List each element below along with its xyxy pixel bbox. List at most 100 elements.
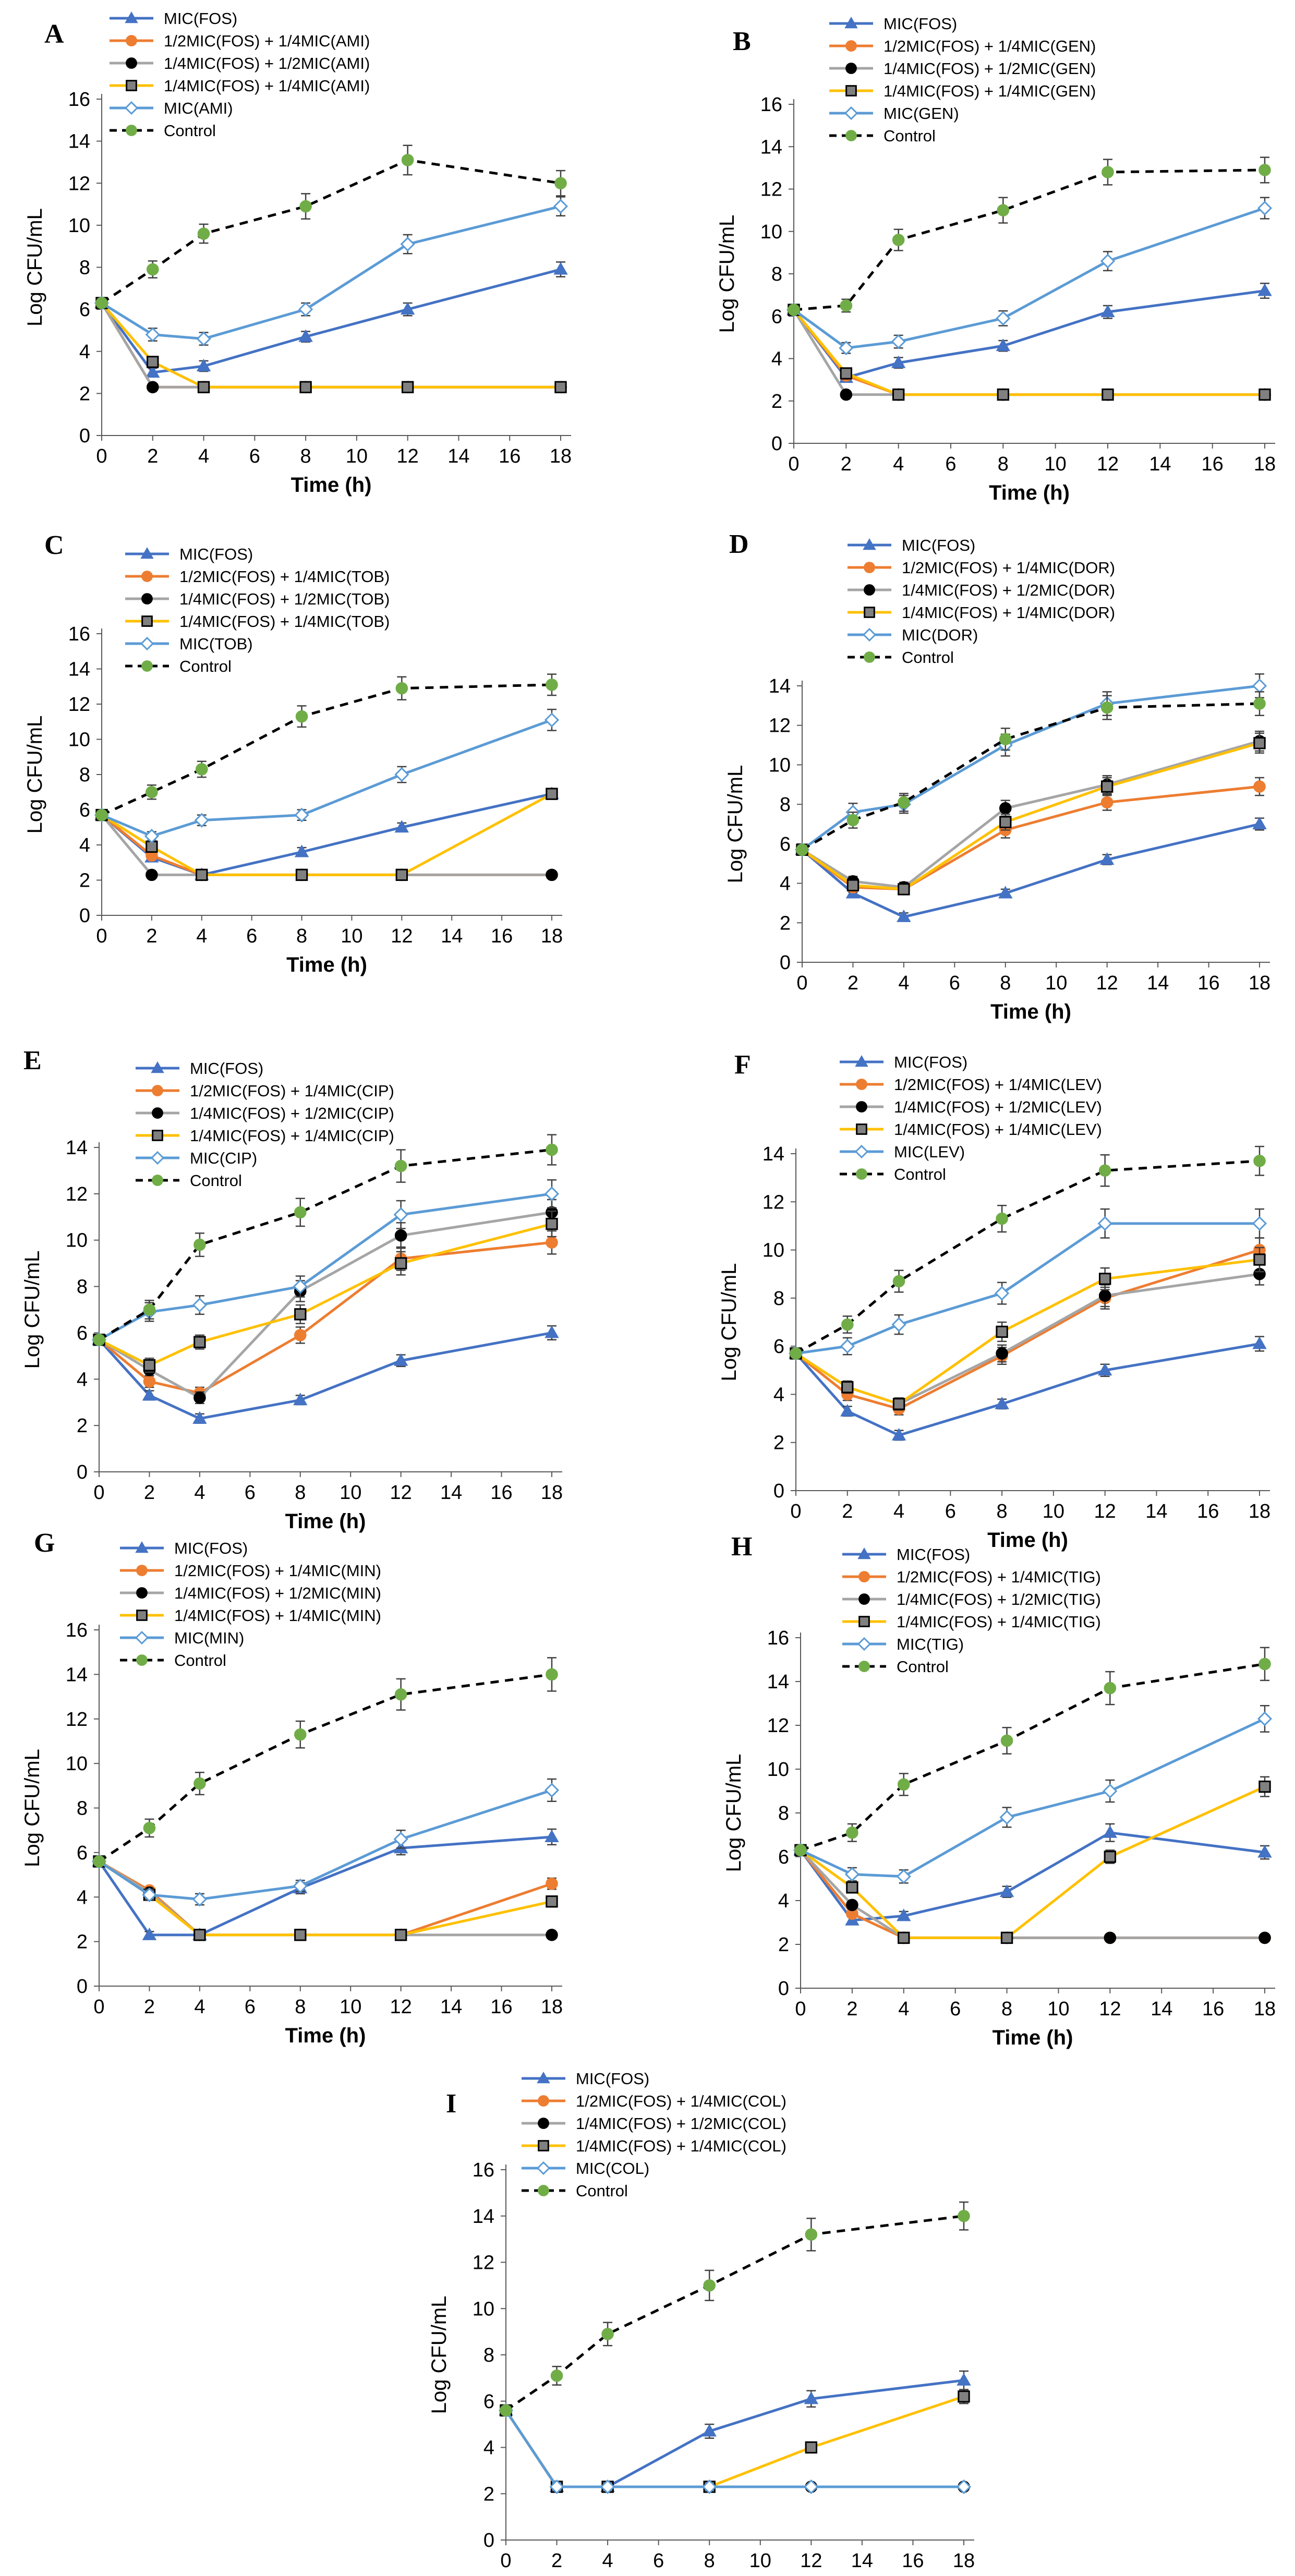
series-quarter-half — [794, 1844, 1271, 1944]
x-tick-label: 12 — [1097, 453, 1119, 475]
legend-label: Control — [897, 1658, 949, 1676]
data-point — [891, 1317, 906, 1332]
data-point — [294, 807, 309, 823]
x-tick-label: 16 — [1197, 1501, 1219, 1522]
legend-label: 1/2MIC(FOS) + 1/4MIC(TIG) — [897, 1568, 1101, 1586]
data-point — [840, 299, 853, 312]
legend-swatch-marker — [140, 547, 154, 559]
data-point — [702, 2479, 717, 2495]
data-point — [544, 1829, 559, 1842]
y-tick-label: 10 — [769, 754, 791, 776]
y-tick-label: 6 — [778, 1846, 789, 1868]
y-tick-label: 6 — [483, 2391, 494, 2413]
legend-swatch-marker — [125, 11, 138, 23]
y-tick-label: 6 — [79, 800, 90, 821]
panel-letter: E — [23, 1046, 42, 1075]
y-tick-label: 14 — [767, 1671, 789, 1693]
data-point — [1103, 1783, 1118, 1799]
y-tick-label: 16 — [68, 623, 90, 645]
y-tick-label: 0 — [77, 1461, 88, 1483]
series-line — [504, 2410, 964, 2488]
y-tick-label: 4 — [77, 1886, 88, 1908]
data-point — [1253, 737, 1266, 749]
series-quarter-quarter — [788, 304, 1271, 401]
data-point — [1102, 166, 1114, 178]
x-tick-label: 6 — [245, 1482, 256, 1504]
data-point — [400, 302, 415, 315]
legend-label: Control — [894, 1165, 946, 1183]
data-point — [554, 381, 567, 393]
series-single — [793, 1704, 1273, 1884]
data-point — [197, 227, 210, 240]
chart-panel-e: E 0 2 4 6 8 10 12 14 16 18 0 2 4 6 8 10 12 14 Time (h) Log C… — [21, 1046, 563, 1533]
y-tick-label: 0 — [778, 1978, 789, 2000]
data-point — [549, 2479, 564, 2495]
data-point — [999, 802, 1012, 815]
chart-panel-b: B 0 2 4 6 8 10 12 14 16 18 0 2 4 6 8 10 12 14 16 Time (h) Log… — [716, 15, 1276, 504]
x-tick-label: 6 — [249, 445, 260, 467]
data-point — [401, 154, 414, 166]
y-tick-label: 10 — [767, 1759, 789, 1781]
y-tick-label: 12 — [763, 1191, 784, 1213]
data-point — [550, 2369, 563, 2382]
y-tick-label: 14 — [760, 136, 782, 158]
legend-swatch-marker — [845, 85, 857, 96]
legend-swatch-marker — [858, 1593, 870, 1605]
data-point — [197, 381, 210, 393]
y-tick-label: 2 — [780, 912, 791, 934]
x-tick-label: 8 — [998, 453, 1009, 475]
data-point — [891, 334, 906, 349]
legend-swatch-marker — [858, 1571, 870, 1582]
y-tick-label: 14 — [68, 659, 90, 681]
data-point — [196, 331, 211, 346]
legend-label: MIC(MIN) — [174, 1629, 244, 1647]
y-tick-label: 6 — [771, 306, 782, 328]
data-point — [996, 1347, 1008, 1360]
legend: MIC(FOS) 1/2MIC(FOS) + 1/4MIC(GEN) 1/4MIC(… — [829, 15, 1096, 145]
panel-letter: C — [44, 530, 64, 560]
series-line — [98, 1835, 552, 1937]
data-point — [1257, 1845, 1272, 1858]
data-point — [294, 1728, 307, 1741]
y-tick-label: 12 — [66, 1709, 88, 1731]
y-tick-label: 8 — [773, 1288, 784, 1310]
data-point — [892, 1275, 905, 1288]
y-tick-label: 6 — [77, 1322, 88, 1344]
data-point — [196, 868, 208, 881]
legend-label: MIC(TOB) — [179, 635, 253, 653]
data-point — [394, 820, 409, 833]
legend-swatch-marker — [152, 1085, 163, 1096]
series-line — [800, 1785, 1266, 1939]
legend-label: 1/4MIC(FOS) + 1/2MIC(DOR) — [902, 581, 1115, 599]
series-line — [100, 302, 561, 389]
legend-swatch-marker — [126, 57, 137, 69]
data-point — [546, 1929, 558, 1941]
legend-swatch-marker — [864, 584, 875, 596]
data-point — [299, 381, 312, 393]
data-point — [544, 1325, 559, 1338]
y-axis-title: Log CFU/mL — [716, 215, 739, 333]
data-point — [891, 355, 906, 368]
x-tick-label: 10 — [1043, 1501, 1064, 1522]
data-point — [1097, 1216, 1112, 1231]
x-tick-label: 10 — [1047, 1998, 1069, 2020]
x-tick-label: 4 — [602, 2550, 613, 2572]
y-tick-label: 4 — [780, 873, 791, 895]
series-line — [98, 1331, 552, 1420]
data-point — [896, 1869, 911, 1884]
series-control — [93, 1134, 558, 1346]
y-tick-label: 8 — [77, 1798, 88, 1820]
y-tick-label: 14 — [473, 2206, 494, 2228]
data-point — [891, 1428, 906, 1441]
legend-swatch-marker — [538, 2118, 549, 2129]
data-point — [1253, 697, 1266, 710]
data-point — [546, 1143, 558, 1156]
legend-swatch-marker — [152, 1175, 163, 1186]
legend: MIC(FOS) 1/2MIC(FOS) + 1/4MIC(CIP) 1/4MIC(… — [136, 1059, 394, 1190]
data-point — [401, 381, 414, 393]
data-point — [1258, 1780, 1271, 1793]
series-line — [98, 1223, 552, 1367]
data-point — [897, 1908, 911, 1921]
y-tick-label: 2 — [778, 1934, 789, 1956]
x-tick-label: 4 — [194, 1996, 205, 2018]
